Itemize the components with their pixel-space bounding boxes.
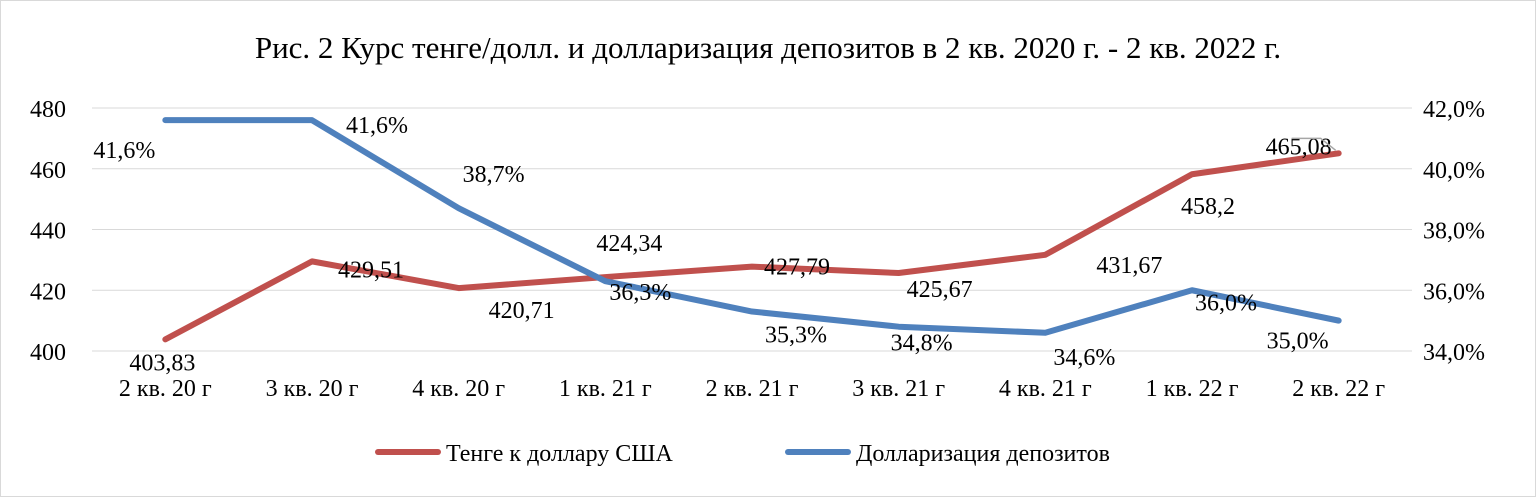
left-axis-tick-label: 480 (30, 97, 66, 123)
legend: Тенге к доллару США Долларизация депозито… (375, 441, 1110, 467)
x-axis-ticks: 2 кв. 20 г 3 кв. 20 г 4 кв. 20 г 1 кв. 21 г… (119, 376, 1385, 402)
right-axis-tick-label: 38,0% (1423, 219, 1485, 245)
x-axis-tick-label: 3 кв. 20 г (266, 376, 359, 402)
x-axis-tick-label: 4 кв. 21 г (999, 376, 1092, 402)
data-label: 403,83 (129, 350, 195, 376)
data-label: 34,8% (891, 331, 953, 357)
data-label: 425,67 (907, 277, 973, 303)
legend-label: Долларизация депозитов (856, 441, 1110, 467)
left-axis-tick-label: 460 (30, 158, 66, 184)
data-label: 420,71 (489, 298, 555, 324)
x-axis-tick-label: 2 кв. 21 г (706, 376, 799, 402)
series-line-tenge (162, 150, 1342, 343)
data-label: 458,2 (1181, 194, 1235, 220)
data-label: 36,0% (1195, 290, 1257, 316)
x-axis-tick-label: 1 кв. 21 г (559, 376, 652, 402)
legend-label: Тенге к доллару США (446, 441, 673, 467)
right-axis-tick-label: 40,0% (1423, 158, 1485, 184)
data-label: 41,6% (93, 138, 155, 164)
data-label: 36,3% (609, 280, 671, 306)
left-axis-tick-label: 420 (30, 279, 66, 305)
data-label: 35,3% (765, 323, 827, 349)
data-label: 38,7% (463, 162, 525, 188)
right-axis-tick-label: 34,0% (1423, 340, 1485, 366)
right-axis-tick-label: 36,0% (1423, 279, 1485, 305)
x-axis-tick-label: 2 кв. 22 г (1292, 376, 1385, 402)
leader-line (1291, 137, 1337, 151)
data-labels: 403,83 429,51 420,71 424,34 427,79 425,67 431,… (93, 113, 1337, 376)
data-label: 35,0% (1267, 329, 1329, 355)
x-axis-tick-label: 4 кв. 20 г (412, 376, 505, 402)
right-axis-tick-label: 42,0% (1423, 97, 1485, 123)
data-label: 429,51 (338, 257, 404, 283)
series-lines (162, 117, 1342, 343)
x-axis-tick-label: 2 кв. 20 г (119, 376, 212, 402)
x-axis-tick-label: 3 кв. 21 г (852, 376, 945, 402)
data-label: 427,79 (764, 255, 830, 281)
left-axis-tick-label: 400 (30, 340, 66, 366)
x-axis-tick-label: 1 кв. 22 г (1146, 376, 1239, 402)
left-axis-tick-label: 440 (30, 219, 66, 245)
left-axis-ticks: 400 420 440 460 480 (30, 97, 66, 366)
series-line-dollarization (162, 117, 1342, 336)
chart-title: Рис. 2 Курс тенге/долл. и долларизация д… (255, 30, 1281, 65)
data-label: 431,67 (1096, 253, 1162, 279)
data-label: 41,6% (346, 113, 408, 139)
data-label: 424,34 (596, 231, 662, 257)
data-label: 34,6% (1053, 345, 1115, 371)
right-axis-ticks: 34,0% 36,0% 38,0% 40,0% 42,0% (1423, 97, 1485, 366)
